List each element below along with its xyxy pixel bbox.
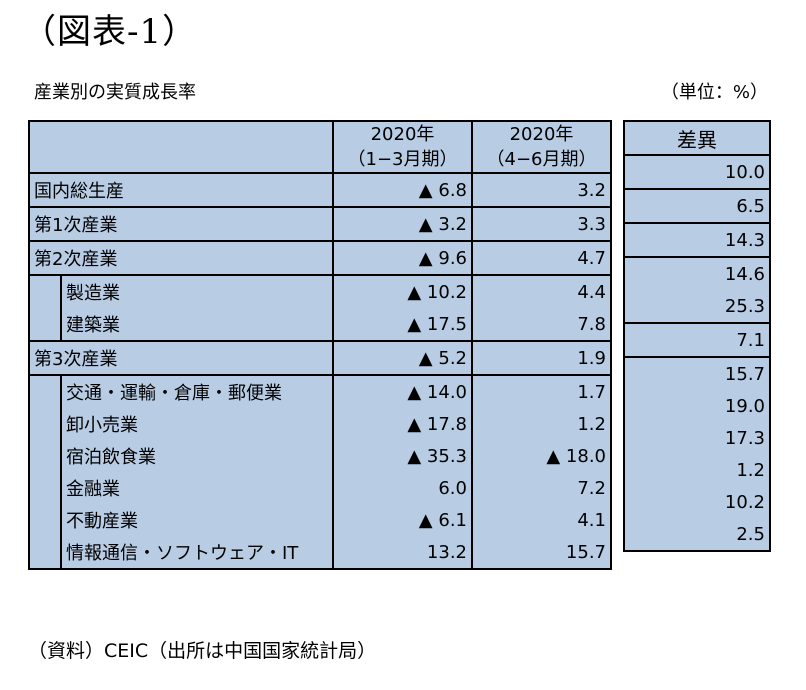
growth-rate-table: 2020年 （1−3月期） 2020年 （4−6月期） 国内総生産 ▲ 6.8 … [28, 120, 612, 570]
row-label: 第2次産業 [28, 241, 334, 276]
header-q1-period: （1−3月期） [347, 149, 458, 170]
diff-value: 14.6 [623, 257, 771, 290]
table-row: 情報通信・ソフトウェア・IT 13.2 15.7 [28, 536, 612, 570]
indent-cell [28, 440, 61, 472]
q2-value: 1.7 [472, 375, 612, 408]
header-row: 2020年 （1−3月期） 2020年 （4−6月期） [28, 120, 612, 174]
indent-cell [28, 275, 61, 308]
q2-value: 7.8 [472, 308, 612, 342]
q2-value: 1.9 [472, 341, 612, 376]
diff-row: 25.3 [623, 290, 771, 324]
difference-table: 差異 10.0 6.5 14.3 14.6 25.3 7.1 15.7 19.0… [623, 120, 771, 552]
header-q1-year: 2020年 [370, 124, 435, 145]
q2-value: 3.2 [472, 173, 612, 208]
indent-cell [28, 536, 61, 570]
indent-cell [28, 504, 61, 536]
q2-value: 15.7 [472, 536, 612, 570]
row-label: 国内総生産 [28, 173, 334, 208]
q1-value: ▲ 6.8 [333, 173, 473, 208]
header-q2: 2020年 （4−6月期） [472, 120, 612, 174]
row-label: 金融業 [60, 472, 334, 504]
q1-value: ▲ 14.0 [333, 375, 473, 408]
q1-value: ▲ 9.6 [333, 241, 473, 276]
header-q2-year: 2020年 [509, 124, 574, 145]
diff-value: 10.2 [623, 486, 771, 518]
row-label: 第3次産業 [28, 341, 334, 376]
diff-row: 14.3 [623, 223, 771, 258]
q1-value: ▲ 3.2 [333, 207, 473, 242]
table-row: 第2次産業 ▲ 9.6 4.7 [28, 241, 612, 276]
figure-title: （図表-1） [22, 12, 198, 52]
q1-value: 6.0 [333, 472, 473, 504]
diff-header: 差異 [623, 120, 771, 156]
q2-value: 7.2 [472, 472, 612, 504]
header-blank [28, 120, 334, 174]
diff-value: 10.0 [623, 155, 771, 190]
q2-value: 4.4 [472, 275, 612, 308]
diff-row: 14.6 [623, 257, 771, 290]
table-row: 国内総生産 ▲ 6.8 3.2 [28, 173, 612, 208]
source-footnote: （資料）CEIC（出所は中国国家統計局） [28, 640, 377, 662]
diff-value: 17.3 [623, 422, 771, 454]
unit-label: （単位：%） [660, 82, 768, 103]
diff-row: 2.5 [623, 518, 771, 552]
table-row: 第1次産業 ▲ 3.2 3.3 [28, 207, 612, 242]
indent-cell [28, 408, 61, 440]
q1-value: ▲ 17.8 [333, 408, 473, 440]
table-row: 宿泊飲食業 ▲ 35.3 ▲ 18.0 [28, 440, 612, 472]
row-label: 建築業 [60, 308, 334, 342]
table-row: 金融業 6.0 7.2 [28, 472, 612, 504]
q1-value: ▲ 17.5 [333, 308, 473, 342]
q2-value: 4.7 [472, 241, 612, 276]
diff-value: 19.0 [623, 390, 771, 422]
table-row: 第3次産業 ▲ 5.2 1.9 [28, 341, 612, 376]
q1-value: ▲ 35.3 [333, 440, 473, 472]
row-label: 情報通信・ソフトウェア・IT [60, 536, 334, 570]
table-row: 製造業 ▲ 10.2 4.4 [28, 275, 612, 308]
diff-value: 6.5 [623, 189, 771, 224]
indent-cell [28, 375, 61, 408]
table-caption: 産業別の実質成長率 [34, 82, 196, 103]
row-label: 宿泊飲食業 [60, 440, 334, 472]
header-q1: 2020年 （1−3月期） [333, 120, 473, 174]
indent-cell [28, 472, 61, 504]
table-row: 卸小売業 ▲ 17.8 1.2 [28, 408, 612, 440]
q1-value: ▲ 10.2 [333, 275, 473, 308]
header-q2-period: （4−6月期） [486, 149, 597, 170]
diff-value: 1.2 [623, 454, 771, 486]
table-row: 不動産業 ▲ 6.1 4.1 [28, 504, 612, 536]
table-row: 建築業 ▲ 17.5 7.8 [28, 308, 612, 342]
diff-value: 14.3 [623, 223, 771, 258]
row-label: 製造業 [60, 275, 334, 308]
q2-value: ▲ 18.0 [472, 440, 612, 472]
q1-value: 13.2 [333, 536, 473, 570]
table-row: 交通・運輸・倉庫・郵便業 ▲ 14.0 1.7 [28, 375, 612, 408]
q2-value: 1.2 [472, 408, 612, 440]
diff-row: 6.5 [623, 189, 771, 224]
q2-value: 4.1 [472, 504, 612, 536]
diff-header-row: 差異 [623, 120, 771, 156]
diff-row: 17.3 [623, 422, 771, 454]
diff-row: 10.0 [623, 155, 771, 190]
row-label: 第1次産業 [28, 207, 334, 242]
diff-value: 25.3 [623, 290, 771, 324]
indent-cell [28, 308, 61, 342]
diff-row: 10.2 [623, 486, 771, 518]
q2-value: 3.3 [472, 207, 612, 242]
q1-value: ▲ 6.1 [333, 504, 473, 536]
diff-value: 2.5 [623, 518, 771, 552]
row-label: 卸小売業 [60, 408, 334, 440]
row-label: 不動産業 [60, 504, 334, 536]
diff-row: 15.7 [623, 357, 771, 390]
diff-value: 7.1 [623, 323, 771, 358]
diff-value: 15.7 [623, 357, 771, 390]
diff-row: 19.0 [623, 390, 771, 422]
row-label: 交通・運輸・倉庫・郵便業 [60, 375, 334, 408]
diff-row: 1.2 [623, 454, 771, 486]
q1-value: ▲ 5.2 [333, 341, 473, 376]
diff-row: 7.1 [623, 323, 771, 358]
